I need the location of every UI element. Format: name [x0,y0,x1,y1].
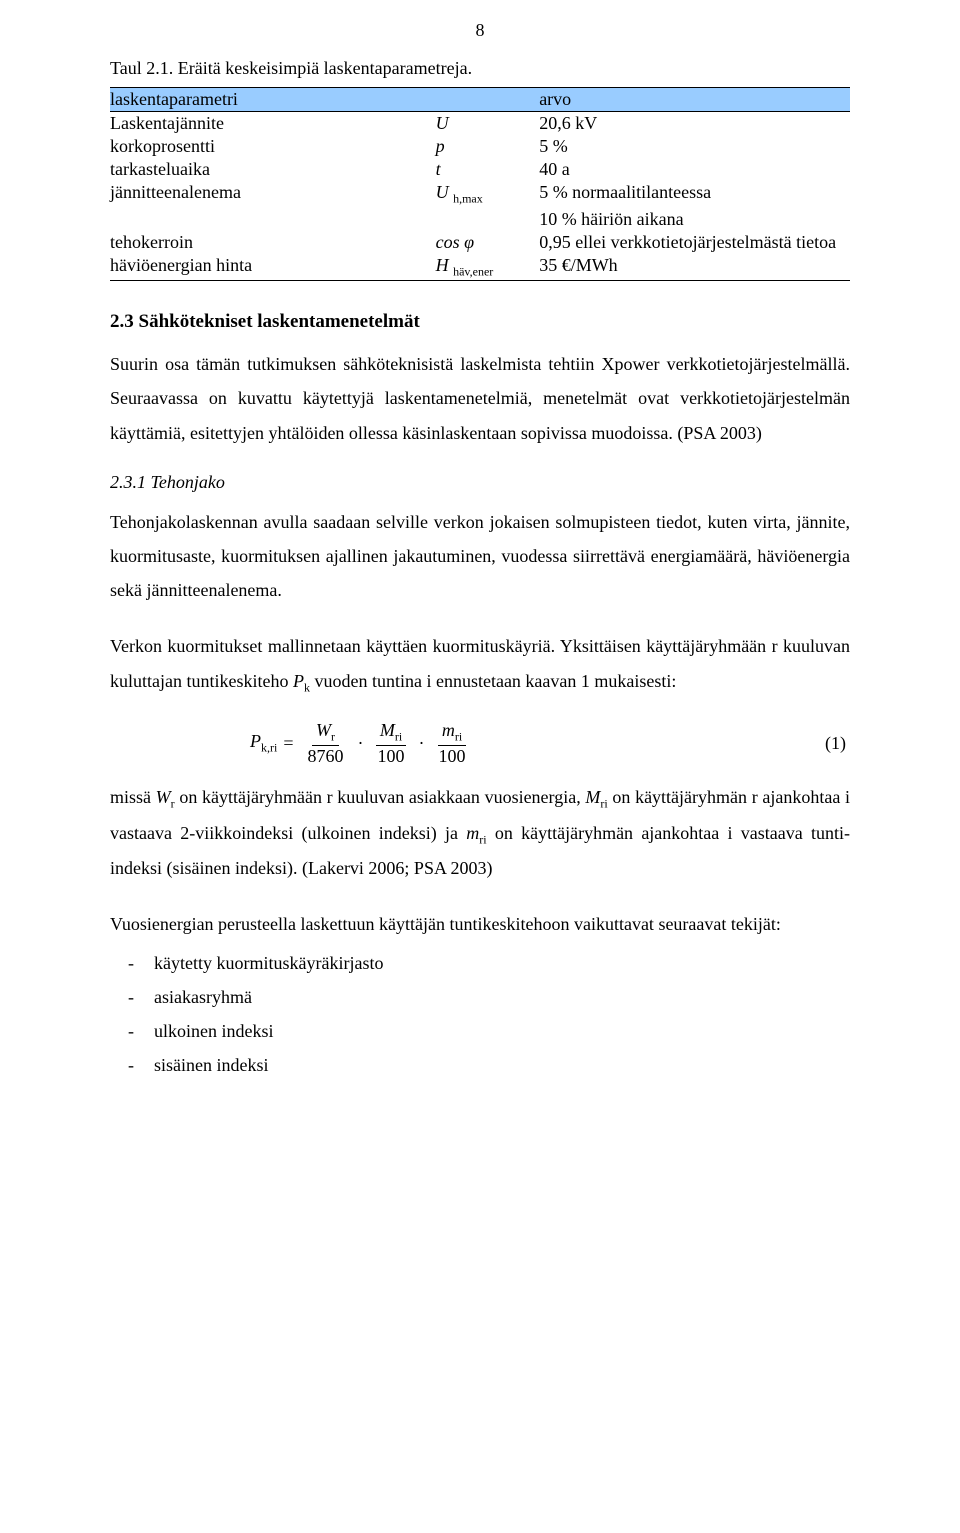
frac-den: 100 [435,746,470,767]
cell-symbol: cos φ [436,231,540,254]
frac-num: W [316,720,331,740]
cell-name: tehokerroin [110,231,436,254]
cell-value: 5 % normaalitilanteessa [539,181,850,208]
equation: Pk,ri = Wr 8760 · Mri 100 · mri 100 [110,721,825,767]
table-row: korkoprosentti p 5 % [110,135,850,158]
table-row: 10 % häiriön aikana [110,208,850,231]
cell-name: häviöenergian hinta [110,254,436,281]
frac-den: 8760 [304,746,348,767]
frac-den: 100 [374,746,409,767]
list-item: käytetty kuormituskäyräkirjasto [154,946,850,980]
paragraph: Vuosienergian perusteella laskettuun käy… [110,907,850,941]
symbol: M [585,787,600,807]
page-number: 8 [0,20,960,41]
dot: · [358,733,364,754]
page: 8 Taul 2.1. Eräitä keskeisimpiä laskenta… [0,0,960,1533]
equation-row: Pk,ri = Wr 8760 · Mri 100 · mri 100 (1) [110,721,850,767]
cell-value: 5 % [539,135,850,158]
cell-name: jännitteenalenema [110,181,436,208]
symbol: W [156,787,171,807]
eq-lhs: P [250,731,261,751]
cell-name: Laskentajännite [110,112,436,136]
list-item: ulkoinen indeksi [154,1014,850,1048]
fraction: Wr 8760 [304,721,348,767]
symbol: P [293,671,304,691]
table-header-row: laskentaparametri arvo [110,88,850,112]
bullet-list: käytetty kuormituskäyräkirjasto asiakasr… [110,946,850,1083]
paragraph: Verkon kuormitukset mallinnetaan käyttäe… [110,629,850,699]
subsection-heading: 2.3.1 Tehonjako [110,472,850,493]
frac-num-sub: ri [455,729,462,743]
table-row: tarkasteluaika t 40 a [110,158,850,181]
cell-symbol: t [436,158,540,181]
th-symbol [436,88,540,112]
dot: · [419,733,425,754]
table-row: häviöenergian hinta H häv,ener 35 €/MWh [110,254,850,281]
subscript: ri [479,832,486,846]
text: vuoden tuntina i ennustetaan kaavan 1 mu… [310,671,676,691]
cell-symbol: p [436,135,540,158]
frac-num-sub: r [331,729,335,743]
fraction: mri 100 [435,721,470,767]
th-name: laskentaparametri [110,88,436,112]
parameter-table: laskentaparametri arvo Laskentajännite U… [110,87,850,281]
symbol: m [466,823,479,843]
subscript: ri [600,797,607,811]
cell-value: 10 % häiriön aikana [539,208,850,231]
table-row: Laskentajännite U 20,6 kV [110,112,850,136]
frac-num: M [380,720,395,740]
cell-name: tarkasteluaika [110,158,436,181]
list-item: asiakasryhmä [154,980,850,1014]
section-heading: 2.3 Sähkötekniset laskentamenetelmät [110,311,850,333]
table-row: tehokerroin cos φ 0,95 ellei verkkotieto… [110,231,850,254]
frac-num-sub: ri [395,729,402,743]
frac-num: m [442,720,455,740]
text: missä [110,787,156,807]
table-row: jännitteenalenema U h,max 5 % normaaliti… [110,181,850,208]
table-caption: Taul 2.1. Eräitä keskeisimpiä laskentapa… [110,58,850,79]
cell-symbol: H häv,ener [436,254,540,281]
eq-lhs-sub: k,ri [261,741,277,755]
cell-value: 0,95 ellei verkkotietojärjestelmästä tie… [539,231,850,254]
list-item: sisäinen indeksi [154,1048,850,1082]
cell-value: 35 €/MWh [539,254,850,281]
cell-name [110,208,436,231]
paragraph: Tehonjakolaskennan avulla saadaan selvil… [110,505,850,608]
cell-name: korkoprosentti [110,135,436,158]
cell-symbol: U h,max [436,181,540,208]
fraction: Mri 100 [374,721,409,767]
paragraph: missä Wr on käyttäjäryhmään r kuuluvan a… [110,780,850,885]
text: on käyttäjäryhmään r kuuluvan asiakkaan … [175,787,586,807]
cell-value: 20,6 kV [539,112,850,136]
paragraph: Suurin osa tämän tutkimuksen sähköteknis… [110,347,850,450]
cell-symbol: U [436,112,540,136]
cell-value: 40 a [539,158,850,181]
cell-symbol [436,208,540,231]
equation-number: (1) [825,733,850,754]
th-value: arvo [539,88,850,112]
eq-equals: = [283,733,293,754]
